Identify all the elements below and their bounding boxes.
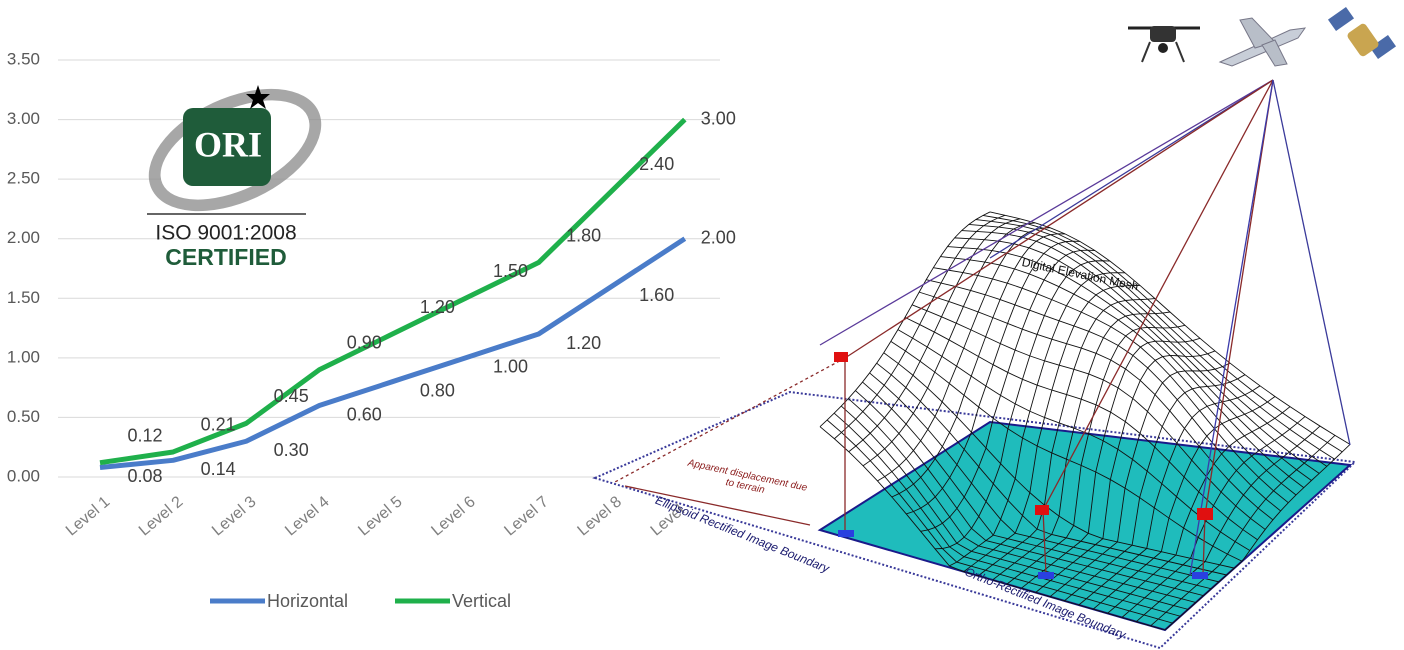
ray — [614, 357, 846, 483]
y-tick-label: 2.50 — [7, 169, 40, 188]
drone-leg — [1175, 41, 1185, 63]
satellite-icon — [1327, 6, 1397, 60]
x-tick-label: Level 7 — [501, 493, 552, 539]
x-tick-label: Level 2 — [136, 493, 187, 539]
ray — [844, 79, 1274, 359]
mesh-line — [982, 215, 1343, 453]
ray — [1042, 509, 1047, 575]
logo-letters: ORI — [194, 124, 262, 164]
solar-panel — [1369, 34, 1397, 60]
ray — [1189, 79, 1274, 576]
mesh-line — [1121, 416, 1306, 618]
logo-status: CERTIFIED — [165, 244, 286, 270]
ortho-diagram: Digital Elevation Mesh Apparent displace… — [592, 6, 1397, 650]
data-label: 1.50 — [493, 261, 528, 281]
legend-label: Vertical — [452, 591, 511, 611]
data-label: 3.00 — [701, 108, 736, 128]
drone-leg — [1141, 41, 1151, 63]
x-tick-label: Level 3 — [209, 493, 260, 539]
legend-label: Horizontal — [267, 591, 348, 611]
data-label: 1.60 — [639, 285, 674, 305]
mesh-label: Digital Elevation Mesh — [1021, 255, 1140, 293]
satellite-body — [1347, 23, 1379, 57]
data-label: 1.20 — [420, 297, 455, 317]
ray — [819, 79, 1274, 346]
mesh-line — [1164, 444, 1351, 631]
elevation-mesh — [819, 211, 1351, 631]
mesh-line — [989, 211, 1351, 445]
x-tick-label: Level 5 — [355, 493, 406, 539]
x-tick-label: Level 4 — [282, 493, 333, 539]
data-label: 0.21 — [201, 415, 236, 435]
projection-rays — [614, 79, 1351, 576]
data-label: 0.30 — [274, 440, 309, 460]
logo-star — [246, 85, 270, 109]
pixel — [1035, 505, 1049, 515]
data-label: 0.12 — [127, 425, 162, 445]
data-label: 2.40 — [639, 154, 674, 174]
line-chart: 0.00 0.50 1.00 1.50 2.00 2.50 3.00 3.50 Level 1 L… — [7, 49, 736, 610]
data-label: 0.60 — [347, 404, 382, 424]
data-label: 2.00 — [701, 227, 736, 247]
x-tick-label: Level 8 — [575, 493, 626, 539]
data-label: 0.45 — [274, 386, 309, 406]
ray — [1042, 79, 1274, 511]
data-label: 0.80 — [420, 380, 455, 400]
ray — [1202, 514, 1206, 575]
pixel — [834, 352, 848, 362]
pixel — [838, 530, 854, 537]
ray — [1204, 79, 1274, 516]
data-label: 0.08 — [127, 466, 162, 486]
data-label: 1.80 — [566, 225, 601, 245]
plane-icon — [1218, 17, 1307, 67]
logo-standard: ISO 9001:2008 — [155, 222, 296, 245]
y-tick-label: 1.00 — [7, 347, 40, 366]
series-line — [99, 117, 687, 466]
y-tick-label: 0.00 — [7, 466, 40, 485]
mesh-line — [1107, 406, 1291, 614]
drone-body — [1150, 26, 1176, 42]
y-tick-label: 3.50 — [7, 49, 40, 68]
data-label: 1.00 — [493, 357, 528, 377]
logo-box — [183, 108, 271, 186]
data-label: 0.14 — [201, 459, 236, 479]
y-tick-label: 2.00 — [7, 228, 40, 247]
x-tick-label: Level 1 — [63, 493, 114, 539]
y-tick-label: 1.50 — [7, 288, 40, 307]
iso-logo: ORI ISO 9001:2008 CERTIFIED — [147, 85, 322, 270]
drone-camera — [1158, 43, 1168, 53]
ray — [1272, 79, 1351, 446]
data-label: 1.20 — [566, 333, 601, 353]
pixel — [1197, 508, 1213, 520]
series-line — [99, 236, 687, 470]
y-tick-label: 3.00 — [7, 109, 40, 128]
solar-panel — [1327, 6, 1355, 32]
mesh-line — [1150, 435, 1336, 627]
plane-body — [1218, 27, 1307, 67]
drone-icon — [1128, 26, 1200, 63]
ray — [989, 79, 1274, 259]
x-tick-label: Level 6 — [428, 493, 479, 539]
displacement-arrow — [624, 485, 811, 526]
mesh-line — [1135, 425, 1321, 623]
pixel — [1038, 572, 1054, 579]
pixel — [1192, 572, 1208, 579]
y-tick-label: 0.50 — [7, 407, 40, 426]
data-label: 0.90 — [347, 333, 382, 353]
plane-wing — [1261, 39, 1288, 67]
